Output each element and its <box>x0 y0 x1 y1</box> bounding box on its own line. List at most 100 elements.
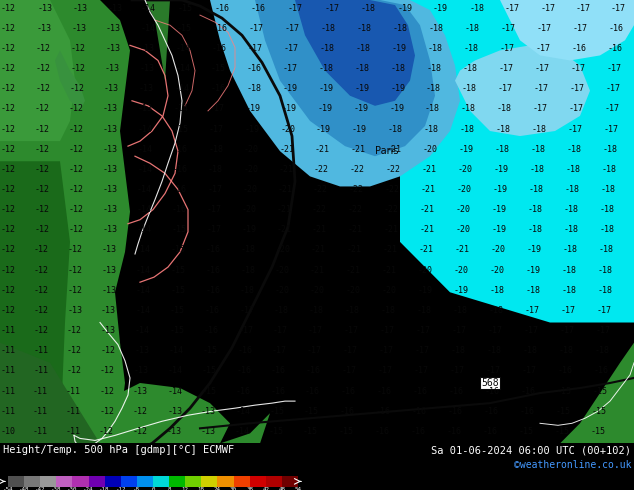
Text: -12: -12 <box>100 367 115 375</box>
Text: -19: -19 <box>432 3 448 13</box>
Bar <box>40 476 56 487</box>
Text: -11: -11 <box>34 346 48 355</box>
Text: -17: -17 <box>571 64 586 73</box>
Text: -14: -14 <box>167 387 183 395</box>
Text: -15: -15 <box>555 407 571 416</box>
Text: -12: -12 <box>1 24 15 33</box>
Text: -17: -17 <box>249 24 264 33</box>
Polygon shape <box>560 343 634 443</box>
Text: -12: -12 <box>68 165 84 174</box>
Text: -18: -18 <box>463 44 479 53</box>
Text: -18: -18 <box>424 124 439 133</box>
Text: 0: 0 <box>152 488 155 490</box>
Text: -18: -18 <box>522 346 538 355</box>
Text: -17: -17 <box>271 346 287 355</box>
Text: -19: -19 <box>245 104 261 113</box>
Text: 48: 48 <box>278 488 285 490</box>
Text: -12: -12 <box>70 64 86 73</box>
Text: -15: -15 <box>555 427 569 436</box>
Text: -14: -14 <box>138 165 153 174</box>
Text: -14: -14 <box>138 145 153 154</box>
Text: -16: -16 <box>375 407 391 416</box>
Text: -20: -20 <box>456 185 472 194</box>
Text: -21: -21 <box>455 245 470 254</box>
Bar <box>266 476 282 487</box>
Text: -20: -20 <box>275 266 290 274</box>
Text: -18: -18 <box>564 185 579 194</box>
Text: -18: -18 <box>595 346 609 355</box>
Text: -18: -18 <box>529 165 545 174</box>
Text: -21: -21 <box>347 245 361 254</box>
Text: -13: -13 <box>101 306 115 315</box>
Text: -18: -18 <box>309 306 323 315</box>
Text: -13: -13 <box>101 245 117 254</box>
Text: -18: -18 <box>460 124 474 133</box>
Text: -13: -13 <box>72 3 87 13</box>
Text: -17: -17 <box>451 326 467 335</box>
Text: -21: -21 <box>420 185 436 194</box>
Polygon shape <box>0 343 100 443</box>
Polygon shape <box>400 0 634 322</box>
Text: -17: -17 <box>209 124 224 133</box>
Text: -11: -11 <box>1 367 15 375</box>
Bar <box>56 476 72 487</box>
Text: -18: -18 <box>527 205 543 214</box>
Text: -17: -17 <box>378 346 394 355</box>
Text: -18: -18 <box>562 286 576 295</box>
Text: -21: -21 <box>346 266 361 274</box>
Text: -17: -17 <box>567 124 583 133</box>
Text: -12: -12 <box>68 145 84 154</box>
Text: -19: -19 <box>493 185 507 194</box>
Text: -18: -18 <box>496 124 510 133</box>
Text: -18: -18 <box>425 84 441 93</box>
Text: -16: -16 <box>212 44 226 53</box>
Text: -17: -17 <box>283 44 299 53</box>
Polygon shape <box>255 0 435 156</box>
Text: -13: -13 <box>37 24 51 33</box>
Text: -18: -18 <box>602 165 616 174</box>
Bar <box>202 476 217 487</box>
Text: -15: -15 <box>202 367 216 375</box>
Text: -14: -14 <box>176 64 190 73</box>
Text: -21: -21 <box>311 225 327 234</box>
Text: -18: -18 <box>361 3 375 13</box>
Text: -14: -14 <box>138 124 153 133</box>
Text: -17: -17 <box>377 367 392 375</box>
Text: -16: -16 <box>484 407 498 416</box>
Text: -19: -19 <box>354 104 368 113</box>
Text: -18: -18 <box>567 145 581 154</box>
Text: -22: -22 <box>385 165 401 174</box>
Text: -19: -19 <box>281 104 297 113</box>
Text: -18: -18 <box>427 44 443 53</box>
Text: -21: -21 <box>384 225 399 234</box>
Text: -17: -17 <box>342 346 358 355</box>
Text: -20: -20 <box>455 225 470 234</box>
Text: -17: -17 <box>450 367 465 375</box>
Text: -12: -12 <box>1 104 15 113</box>
Text: 12: 12 <box>182 488 189 490</box>
Bar <box>217 476 233 487</box>
Text: -18: -18 <box>460 104 476 113</box>
Text: -17: -17 <box>524 306 540 315</box>
Text: -17: -17 <box>569 84 585 93</box>
Text: -20: -20 <box>458 165 472 174</box>
Text: -15: -15 <box>171 286 186 295</box>
Text: -13: -13 <box>200 407 216 416</box>
Text: -12: -12 <box>34 266 48 274</box>
Text: 42: 42 <box>262 488 269 490</box>
Text: -17: -17 <box>605 84 621 93</box>
Text: -18: -18 <box>566 165 581 174</box>
Text: -14: -14 <box>235 427 250 436</box>
Text: -11: -11 <box>65 407 81 416</box>
Text: -18: -18 <box>531 145 545 154</box>
Text: -17: -17 <box>524 326 538 335</box>
Text: -16: -16 <box>339 407 354 416</box>
Text: -18: -18 <box>273 306 288 315</box>
Text: -19: -19 <box>458 145 474 154</box>
Text: -21: -21 <box>420 225 434 234</box>
Text: 38: 38 <box>246 488 253 490</box>
Text: -12: -12 <box>36 64 51 73</box>
Text: -16: -16 <box>205 286 221 295</box>
Text: -12: -12 <box>1 306 15 315</box>
Text: -18: -18 <box>527 225 543 234</box>
